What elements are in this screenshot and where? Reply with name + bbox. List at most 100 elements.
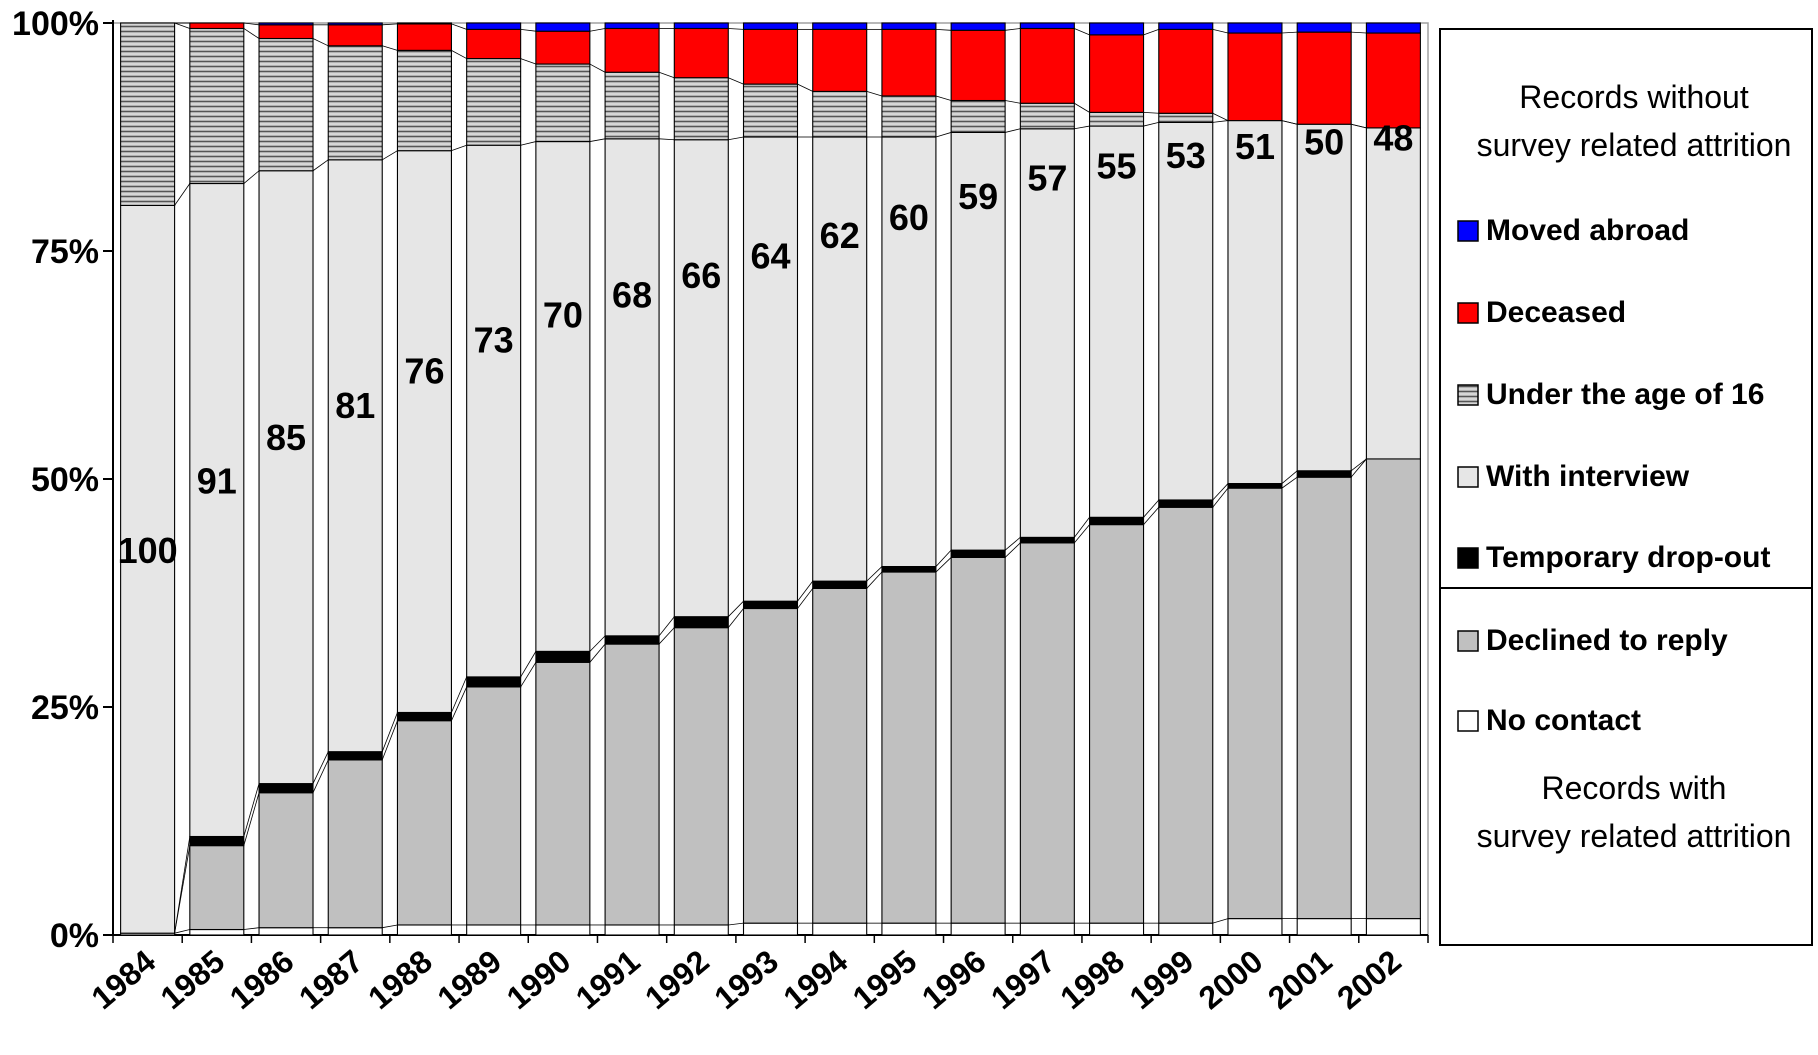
bar-segment-declined-to-reply-1988 (396, 720, 452, 926)
bar-segment-declined-to-reply-1992 (673, 627, 729, 926)
series-connector (866, 91, 883, 97)
series-connector (1350, 458, 1367, 472)
series-connector (520, 662, 537, 688)
legend-title-top: Records without (1519, 79, 1749, 115)
bar-segment-deceased-1997 (1019, 27, 1075, 104)
bar-segment-declined-to-reply-1989 (466, 686, 522, 926)
x-tick-label-1996: 1996 (915, 943, 993, 1016)
bar-segment-deceased-1990 (535, 30, 591, 65)
bar-segment-deceased-1988 (396, 23, 452, 51)
bar-segment-with-interview-1993 (742, 136, 799, 602)
series-connector (658, 616, 675, 637)
series-connector (243, 783, 260, 837)
legend-box-bottom (1439, 587, 1813, 946)
bar-segment-declined-to-reply-1998 (1089, 524, 1145, 924)
bar-segment-moved-abroad-1996 (950, 22, 1006, 31)
data-label-1995: 60 (889, 197, 929, 238)
series-connector (659, 138, 675, 141)
bar-segment-with-interview-2002 (1365, 127, 1421, 460)
bar-segment-temporary-drop-out-1991 (604, 635, 660, 645)
series-connector (520, 28, 536, 32)
series-connector (1074, 28, 1090, 36)
data-label-1987: 81 (335, 385, 375, 426)
bar-segment-under-the-age-of-16-1993 (742, 83, 799, 138)
bar-segment-deceased-1985 (189, 22, 245, 30)
legend-swatch-declined-to-reply (1457, 630, 1479, 652)
series-connector (1074, 125, 1090, 130)
y-tick-label: 100% (12, 5, 99, 43)
series-connector (382, 150, 398, 161)
bar-segment-moved-abroad-1991 (604, 22, 660, 30)
bar-data-labels: 100 91 85 81 76 73 70 68 66 64 62 60 59 57 55 53 51 50 48 (118, 117, 1414, 571)
legend-title-top: survey related attrition (1477, 127, 1792, 163)
data-label-1989: 73 (474, 319, 514, 360)
bar-segment-declined-to-reply-1993 (742, 607, 799, 924)
series-connector (243, 28, 260, 39)
bar-segment-deceased-1989 (466, 28, 522, 60)
x-tick-label-2002: 2002 (1330, 943, 1408, 1016)
series-connector (1281, 120, 1298, 125)
bar-segment-with-interview-1985 (189, 182, 245, 838)
data-label-1990: 70 (543, 294, 583, 335)
bar-segment-declined-to-reply-1986 (258, 792, 314, 929)
x-tick-label-1992: 1992 (638, 943, 716, 1016)
bar-segment-temporary-drop-out-1996 (950, 549, 1006, 558)
series-connector (520, 58, 537, 65)
bar-segment-declined-to-reply-2002 (1365, 458, 1421, 920)
bar-segment-deceased-1998 (1089, 34, 1145, 113)
x-tick-label-2001: 2001 (1261, 943, 1339, 1016)
bar-segment-moved-abroad-1990 (535, 22, 591, 32)
bar-segment-temporary-drop-out-1994 (812, 580, 868, 589)
series-connector (866, 571, 883, 589)
data-label-1986: 85 (266, 417, 306, 458)
bar-segment-deceased-2001 (1296, 31, 1352, 125)
series-connector (451, 23, 467, 30)
bar-segment-no-contact-1988 (396, 924, 452, 936)
x-tick-label-2000: 2000 (1192, 943, 1270, 1016)
bar-segment-under-the-age-of-16-1999 (1158, 112, 1214, 123)
series-connector (520, 141, 536, 146)
x-tick-label-1999: 1999 (1123, 943, 1201, 1016)
series-connector (797, 588, 814, 609)
series-connector (589, 138, 606, 142)
bar-segment-with-interview-2001 (1296, 123, 1352, 472)
series-connector (174, 22, 190, 29)
plot-area (103, 20, 1429, 943)
bar-segment-no-contact-1986 (258, 927, 314, 936)
series-connector (1143, 29, 1159, 36)
legend: Records without survey related attrition R… (1439, 28, 1813, 946)
bar-segment-temporary-drop-out-1986 (258, 783, 314, 794)
bar-segment-declined-to-reply-1997 (1019, 542, 1075, 924)
bar-segment-deceased-1992 (673, 27, 729, 79)
bar-segment-moved-abroad-1999 (1158, 22, 1214, 30)
bar-segment-no-contact-1990 (535, 924, 591, 936)
series-connector (243, 22, 260, 26)
data-label-1994: 62 (820, 215, 860, 256)
legend-label-temporary-drop-out: Temporary drop-out (1486, 541, 1770, 574)
series-connector (1351, 123, 1367, 129)
bar-segment-with-interview-1997 (1019, 128, 1075, 538)
y-tick-label: 75% (31, 233, 99, 271)
bar-segment-under-the-age-of-16-1986 (258, 37, 314, 172)
series-connector (1074, 524, 1090, 544)
x-tick-label-1988: 1988 (361, 943, 439, 1016)
bar-segment-declined-to-reply-1985 (189, 845, 245, 931)
series-connector (451, 676, 468, 713)
legend-label-no-contact: No contact (1486, 704, 1641, 737)
data-label-1998: 55 (1097, 146, 1137, 187)
series-connector (1212, 120, 1229, 123)
series-connector (1350, 458, 1367, 478)
bar-segment-temporary-drop-out-1992 (673, 616, 729, 629)
bar-segment-temporary-drop-out-1985 (189, 835, 245, 847)
series-connector-lines (174, 22, 1367, 934)
series-connector (381, 712, 398, 752)
bar-segment-deceased-2000 (1227, 32, 1283, 122)
series-connector (1005, 100, 1021, 104)
bar-segment-moved-abroad-2002 (1365, 22, 1421, 34)
x-tick-label-1990: 1990 (500, 943, 578, 1016)
data-label-2002: 48 (1373, 117, 1413, 158)
series-connector (658, 627, 675, 645)
series-connector (451, 144, 467, 152)
bar-segment-deceased-2002 (1365, 32, 1421, 129)
series-connector (1143, 111, 1159, 114)
